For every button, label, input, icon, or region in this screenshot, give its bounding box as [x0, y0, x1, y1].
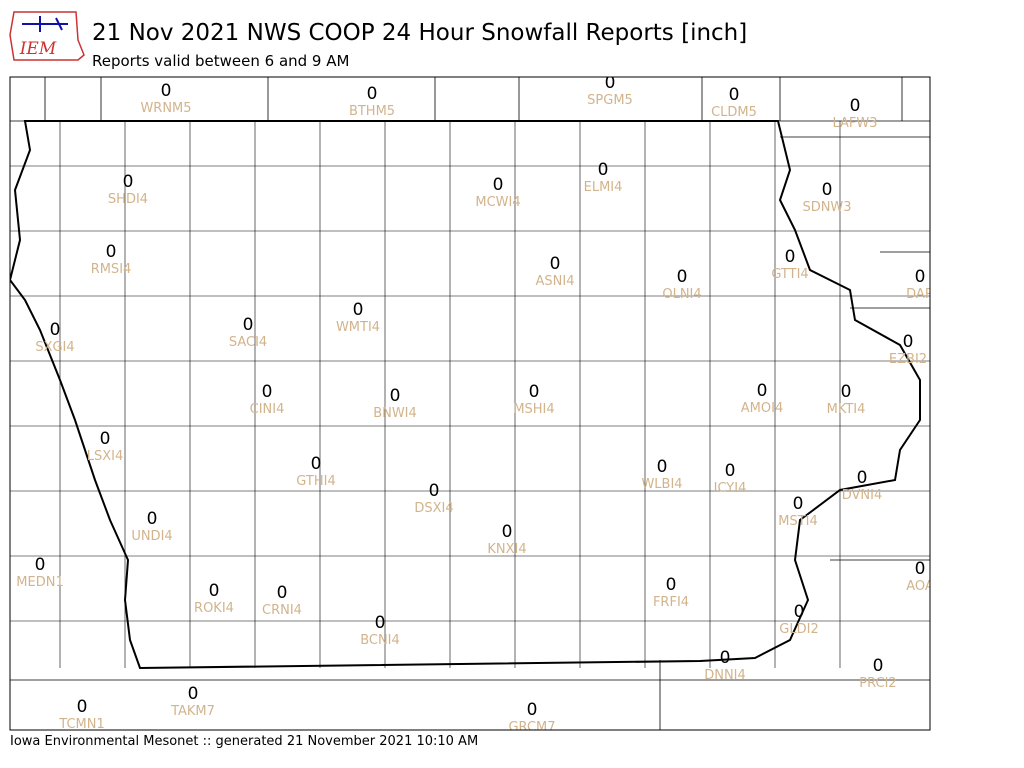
station-label: DVNI4 — [842, 488, 883, 503]
station-value: 0 — [311, 454, 322, 474]
station-label: SXGI4 — [35, 340, 74, 355]
station-label: ASNI4 — [536, 274, 575, 289]
station-value: 0 — [429, 481, 440, 501]
station-label: MCWI4 — [475, 195, 520, 210]
station-label: GRCM7 — [508, 720, 555, 735]
station-label: SDNW3 — [802, 200, 851, 215]
station-label: MEDN1 — [16, 575, 63, 590]
station-label: CINI4 — [250, 402, 285, 417]
station-value: 0 — [100, 429, 111, 449]
station-label: SACI4 — [229, 335, 267, 350]
station-label: MKTI4 — [827, 402, 866, 417]
logo-text: IEM — [19, 39, 57, 59]
title: 21 Nov 2021 NWS COOP 24 Hour Snowfall Re… — [92, 20, 747, 46]
station-label: KNXI4 — [487, 542, 526, 557]
station-label: DSXI4 — [414, 501, 453, 516]
map-frame — [9, 76, 931, 731]
station-value: 0 — [502, 522, 513, 542]
station-label: ROKI4 — [194, 601, 234, 616]
station-value: 0 — [367, 84, 378, 104]
station-value: 0 — [50, 320, 61, 340]
station-label: OLNI4 — [662, 287, 701, 302]
station-value: 0 — [605, 73, 616, 93]
station-value: 0 — [850, 96, 861, 116]
station-label: PRCI2 — [859, 676, 896, 691]
logo: IEM — [9, 11, 85, 61]
station-label: SHDI4 — [108, 192, 148, 207]
station-value: 0 — [243, 315, 254, 335]
station-value: 0 — [35, 555, 46, 575]
station-value: 0 — [529, 382, 540, 402]
station-label: GTHI4 — [296, 474, 335, 489]
station-label: RMSI4 — [91, 262, 132, 277]
station-label: DNNI4 — [704, 668, 746, 683]
station-label: WRNM5 — [140, 101, 191, 116]
station-value: 0 — [841, 382, 852, 402]
station-value: 0 — [527, 700, 538, 720]
station-value: 0 — [106, 242, 117, 262]
station-value: 0 — [794, 602, 805, 622]
station-value: 0 — [666, 575, 677, 595]
station-value: 0 — [262, 382, 273, 402]
station-label: CRNI4 — [262, 603, 302, 618]
station-label: LSXI4 — [87, 449, 124, 464]
station-value: 0 — [277, 583, 288, 603]
station-label: SPGM5 — [587, 93, 633, 108]
station-label: CLDM5 — [711, 105, 757, 120]
station-value: 0 — [375, 613, 386, 633]
station-label: DAR — [906, 287, 934, 302]
station-label: GTTI4 — [771, 267, 808, 282]
station-value: 0 — [793, 494, 804, 514]
station-value: 0 — [161, 81, 172, 101]
station-label: BCNI4 — [360, 633, 400, 648]
station-label: GLDI2 — [779, 622, 818, 637]
station-label: FRFI4 — [653, 595, 689, 610]
station-value: 0 — [123, 172, 134, 192]
station-label: UNDI4 — [131, 529, 172, 544]
station-label: MSHI4 — [513, 402, 554, 417]
station-label: EZBI2 — [889, 352, 927, 367]
station-label: WMTI4 — [336, 320, 380, 335]
station-label: LAFW3 — [832, 116, 877, 131]
station-label: TCMN1 — [58, 717, 104, 732]
station-value: 0 — [822, 180, 833, 200]
station-value: 0 — [873, 656, 884, 676]
station-value: 0 — [77, 697, 88, 717]
station-value: 0 — [677, 267, 688, 287]
station-label: AOA — [906, 579, 934, 594]
station-value: 0 — [903, 332, 914, 352]
station-label: TAKM7 — [170, 704, 215, 719]
station-value: 0 — [915, 267, 926, 287]
station-value: 0 — [857, 468, 868, 488]
iowa-border — [10, 120, 921, 670]
station-label: ICYI4 — [714, 481, 747, 496]
station-value: 0 — [915, 559, 926, 579]
station-value: 0 — [657, 457, 668, 477]
station-value: 0 — [353, 300, 364, 320]
station-value: 0 — [720, 648, 731, 668]
station-value: 0 — [188, 684, 199, 704]
station-label: BNWI4 — [373, 406, 417, 421]
station-label: ELMI4 — [584, 180, 623, 195]
station-value: 0 — [729, 85, 740, 105]
station-value: 0 — [550, 254, 561, 274]
subtitle: Reports valid between 6 and 9 AM — [92, 52, 349, 70]
station-value: 0 — [493, 175, 504, 195]
station-label: MSTI4 — [778, 514, 818, 529]
station-label: BTHM5 — [349, 104, 395, 119]
station-label: AMOI4 — [741, 401, 783, 416]
station-value: 0 — [725, 461, 736, 481]
footer: Iowa Environmental Mesonet :: generated … — [10, 734, 478, 749]
station-value: 0 — [785, 247, 796, 267]
station-value: 0 — [757, 381, 768, 401]
station-value: 0 — [598, 160, 609, 180]
station-label: WLBI4 — [641, 477, 682, 492]
station-value: 0 — [390, 386, 401, 406]
station-value: 0 — [209, 581, 220, 601]
station-value: 0 — [147, 509, 158, 529]
